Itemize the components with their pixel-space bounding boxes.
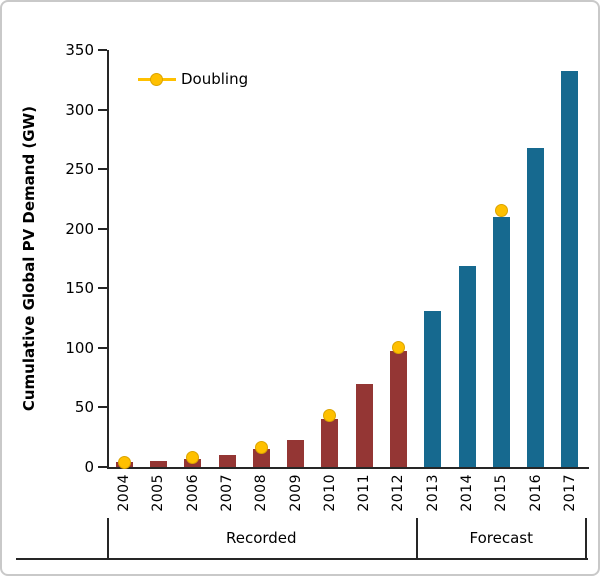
x-axis-label-2017: 2017 (553, 474, 587, 524)
y-tick-label: 350 (65, 41, 94, 59)
x-axis-label-2004: 2004 (107, 474, 141, 524)
y-tick-label: 300 (65, 100, 94, 119)
category-separator (585, 518, 587, 558)
category-separator (107, 518, 109, 558)
bar-2008 (252, 449, 270, 467)
x-axis-label-text: 2016 (527, 474, 544, 512)
x-axis-label-2007: 2007 (210, 474, 244, 524)
bar-2011 (355, 383, 373, 467)
x-axis-label-2005: 2005 (141, 474, 175, 524)
x-axis-label-text: 2010 (321, 474, 338, 512)
x-axis-label-2009: 2009 (278, 474, 312, 524)
bar-2014 (458, 265, 476, 467)
doubling-point-2008 (254, 441, 268, 455)
bar-2013 (424, 310, 442, 467)
x-axis-label-text: 2005 (150, 474, 167, 512)
y-tick-mark (98, 108, 107, 111)
y-tick-mark (98, 346, 107, 349)
doubling-point-2015 (494, 204, 508, 218)
x-axis-label-text: 2017 (561, 474, 578, 512)
y-tick-mark (98, 466, 107, 468)
group-label-forecast: Forecast (469, 529, 534, 547)
bar-2005 (149, 461, 167, 467)
x-axis-label-text: 2009 (287, 474, 304, 512)
x-axis-label-2012: 2012 (381, 474, 415, 524)
legend: Doubling (138, 70, 248, 88)
x-axis-label-text: 2011 (356, 474, 373, 512)
y-tick-mark (98, 406, 107, 409)
doubling-point-2006 (186, 450, 200, 464)
y-tick-label: 100 (65, 338, 94, 357)
doubling-legend-dot-icon (150, 72, 163, 86)
x-axis-label-2015: 2015 (484, 474, 518, 524)
doubling-legend-marker (138, 72, 176, 86)
y-tick-label: 0 (84, 458, 94, 476)
y-axis-title-text: Cumulative Global PV Demand (GW) (20, 105, 38, 412)
x-axis-label-text: 2015 (493, 474, 510, 512)
x-axis-label-text: 2013 (424, 474, 441, 512)
y-tick-mark (98, 49, 107, 51)
bar-2015 (492, 216, 510, 467)
bar-2009 (287, 439, 305, 467)
doubling-point-2010 (323, 409, 337, 423)
doubling-point-2004 (117, 455, 131, 469)
x-axis-label-text: 2007 (218, 474, 235, 512)
x-axis-label-text: 2012 (390, 474, 407, 512)
bar-2012 (389, 351, 407, 467)
y-tick-mark (98, 168, 107, 171)
bar-2016 (527, 147, 545, 467)
doubling-point-2012 (391, 341, 405, 355)
category-separator (415, 518, 418, 558)
x-axis-label-2006: 2006 (176, 474, 210, 524)
x-axis-label-2014: 2014 (450, 474, 484, 524)
x-axis-label-2008: 2008 (244, 474, 278, 524)
x-axis-label-2010: 2010 (313, 474, 347, 524)
y-tick-mark (98, 227, 107, 230)
y-tick-label: 50 (74, 398, 94, 417)
x-axis-label-text: 2006 (184, 474, 201, 512)
group-label-recorded: Recorded (225, 529, 297, 547)
x-axis-label-text: 2014 (458, 474, 475, 512)
y-tick-label: 250 (65, 160, 94, 179)
x-axis-label-2013: 2013 (416, 474, 450, 524)
plot-area (107, 50, 589, 469)
axis-bottom-line (16, 558, 588, 560)
y-tick-mark (98, 287, 107, 290)
y-tick-label: 200 (65, 219, 94, 238)
x-axis-label-text: 2004 (116, 474, 133, 512)
bar-2010 (321, 419, 339, 467)
bar-2017 (561, 71, 579, 467)
y-tick-label: 150 (65, 279, 94, 298)
x-axis-label-text: 2008 (253, 474, 270, 512)
doubling-legend-label: Doubling (181, 70, 249, 88)
x-axis-label-2011: 2011 (347, 474, 381, 524)
bar-2007 (218, 455, 236, 467)
x-axis-label-2016: 2016 (518, 474, 552, 524)
